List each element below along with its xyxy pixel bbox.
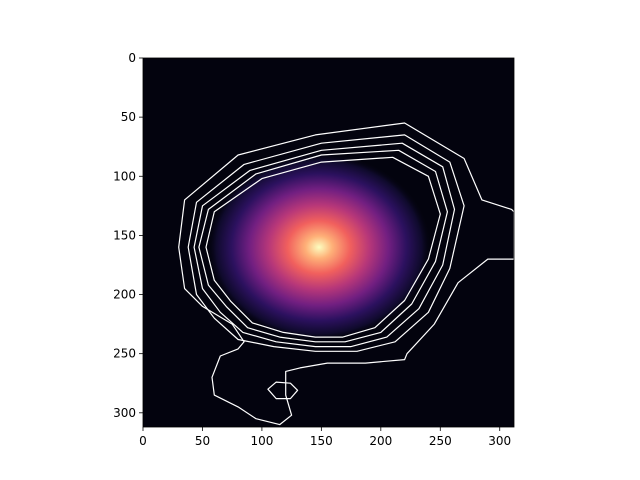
contour-line-2 [187,134,465,352]
plot-area [143,58,514,427]
y-tick-label: 250 [113,347,136,361]
contour-line-5 [205,156,441,338]
contour-line-4 [198,149,448,343]
y-tick-label: 0 [128,51,136,65]
y-tick-label: 50 [121,110,136,124]
density-blob [206,153,431,342]
x-tick-label: 50 [195,434,210,448]
y-tick-label: 100 [113,169,136,183]
axes-frame [142,57,515,428]
x-tick-label: 200 [369,434,392,448]
y-tick-label: 300 [113,406,136,420]
x-tick-label: 100 [250,434,273,448]
x-tick-label: 150 [310,434,333,448]
contour-line-1 [178,122,514,426]
y-tick-label: 150 [113,228,136,242]
x-tick-label: 250 [429,434,452,448]
y-tick-label: 200 [113,288,136,302]
contour-line-3 [193,142,456,348]
x-tick-label: 0 [139,434,147,448]
contour-line-6 [267,381,299,400]
x-tick-label: 300 [488,434,511,448]
